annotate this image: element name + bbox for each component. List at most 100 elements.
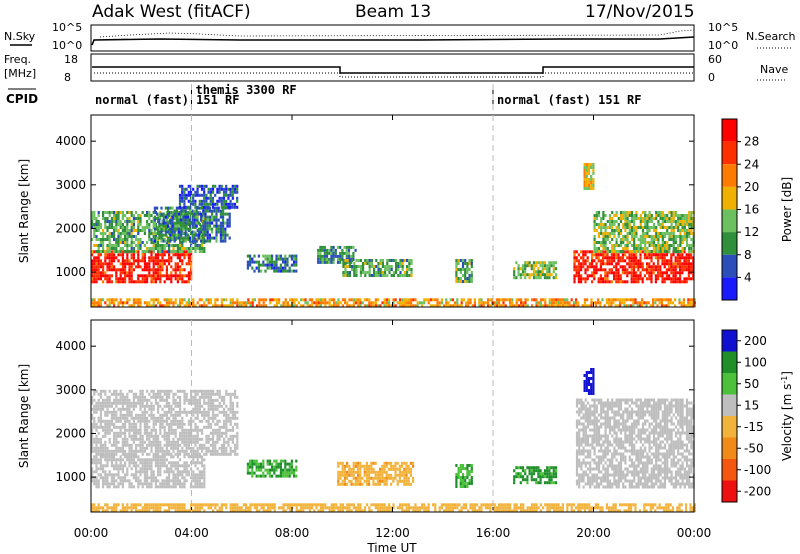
power-cell — [350, 245, 353, 249]
power-cell — [256, 304, 259, 308]
velocity-cell — [106, 452, 109, 456]
power-cell — [346, 304, 349, 308]
velocity-cell — [121, 437, 124, 441]
power-cell — [348, 259, 351, 262]
velocity-cell — [181, 482, 184, 486]
power-cell — [339, 245, 342, 249]
velocity-cell — [128, 398, 131, 402]
power-cell — [319, 251, 322, 255]
power-cell — [674, 265, 677, 269]
velocity-cell — [146, 473, 149, 477]
velocity-cell — [130, 461, 133, 465]
velocity-cell — [132, 455, 135, 459]
velocity-cell — [190, 455, 193, 459]
power-cell — [93, 226, 96, 229]
power-cell — [611, 250, 614, 253]
velocity-cell — [365, 479, 368, 483]
velocity-cell — [201, 419, 204, 423]
velocity-cell — [341, 467, 344, 471]
power-cell — [388, 259, 391, 262]
power-cell — [692, 256, 695, 260]
power-cell — [432, 298, 435, 302]
power-cell — [130, 235, 133, 238]
power-cell — [585, 172, 588, 175]
power-cell — [222, 236, 225, 240]
power-cell — [220, 301, 223, 305]
power-cell — [630, 244, 634, 247]
velocity-cell — [106, 410, 109, 414]
velocity-cell — [126, 440, 129, 444]
velocity-cell — [139, 425, 142, 429]
power-cell — [206, 227, 209, 231]
power-cell — [657, 256, 660, 260]
power-cell — [95, 268, 98, 272]
velocity-cell — [216, 449, 219, 453]
velocity-cell — [170, 422, 173, 426]
velocity-cell — [141, 467, 144, 471]
power-cell — [242, 304, 245, 308]
velocity-cell — [150, 482, 153, 486]
velocity-cell — [176, 443, 179, 447]
power-cell — [126, 262, 129, 266]
velocity-cell — [163, 464, 166, 468]
power-cell — [171, 218, 174, 222]
power-cell — [143, 265, 146, 269]
power-cell — [346, 271, 349, 274]
power-cell — [685, 214, 689, 217]
velocity-cell — [141, 485, 144, 489]
power-cell — [176, 280, 179, 284]
velocity-cell — [139, 470, 142, 474]
power-cell — [251, 260, 254, 264]
power-cell — [333, 304, 336, 308]
velocity-cell — [187, 422, 190, 426]
velocity-cell — [146, 431, 149, 435]
power-cell — [679, 223, 682, 226]
velocity-cell — [236, 410, 239, 414]
velocity-cell — [117, 473, 120, 477]
power-cell — [183, 280, 186, 284]
velocity-cell — [115, 398, 118, 402]
power-cell — [343, 251, 346, 255]
power-cell — [102, 211, 105, 214]
power-cell — [198, 193, 201, 197]
power-cell — [200, 239, 203, 243]
velocity-cell — [159, 389, 162, 393]
power-cell — [403, 274, 406, 277]
velocity-cell — [146, 410, 149, 414]
power-cell — [681, 280, 684, 284]
velocity-cell — [99, 425, 102, 429]
velocity-cell — [141, 404, 144, 408]
power-cell — [130, 265, 133, 269]
velocity-cell — [99, 419, 102, 423]
power-cell — [622, 217, 625, 220]
velocity-cell — [141, 401, 144, 405]
velocity-cell — [97, 449, 100, 453]
power-cell — [606, 277, 609, 281]
velocity-cell — [225, 428, 228, 432]
velocity-cell — [346, 464, 349, 468]
power-cell — [626, 214, 629, 217]
power-cell — [229, 202, 232, 206]
power-cell — [655, 250, 658, 253]
power-cell — [657, 274, 660, 278]
velocity-cell — [187, 470, 190, 474]
velocity-cell — [143, 479, 146, 483]
power-cell — [106, 268, 109, 272]
velocity-cell — [359, 482, 362, 486]
power-cell — [561, 304, 564, 308]
power-cell — [207, 190, 210, 194]
power-cell — [195, 221, 198, 225]
power-cell — [150, 214, 153, 217]
power-cell — [416, 301, 419, 305]
power-cell — [137, 265, 140, 269]
velocity-cell — [135, 479, 138, 483]
velocity-cell — [157, 443, 160, 447]
power-cell — [217, 206, 220, 210]
velocity-cell — [262, 462, 265, 466]
power-cell — [587, 163, 591, 166]
velocity-cell — [192, 407, 195, 411]
power-cell — [643, 268, 646, 272]
power-cell — [637, 217, 640, 220]
power-cell — [108, 232, 111, 235]
power-cell — [179, 259, 182, 263]
